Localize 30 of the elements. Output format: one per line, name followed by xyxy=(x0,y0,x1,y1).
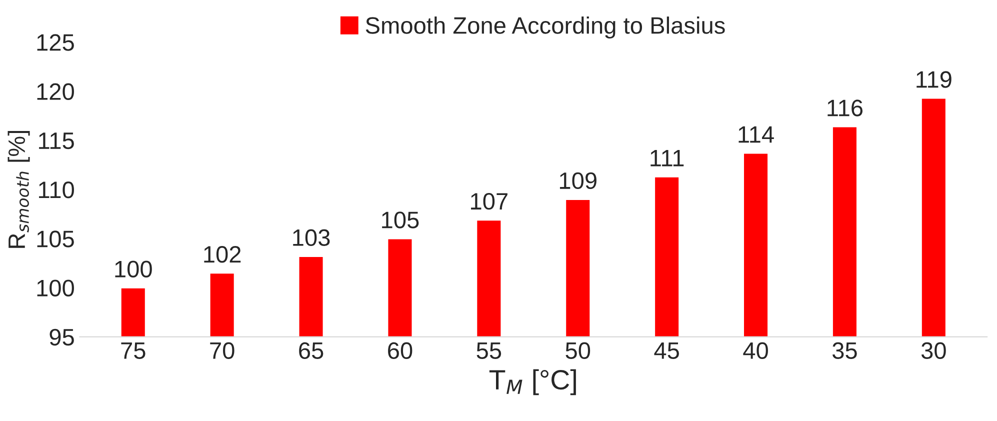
y-tick-label: 110 xyxy=(39,182,74,198)
x-tick-label: 50 xyxy=(566,342,590,360)
y-tick-label: 105 xyxy=(37,230,74,248)
data-label: 105 xyxy=(382,212,419,228)
x-tick-label: 30 xyxy=(921,342,946,360)
x-tick-label: 35 xyxy=(832,342,857,360)
x-tick-label: 65 xyxy=(299,342,324,360)
data-label: 114 xyxy=(738,126,774,143)
y-axis-title: R$_{smooth}$ [%] xyxy=(8,130,30,248)
data-label: 107 xyxy=(471,192,508,210)
x-tick-label: 45 xyxy=(654,342,679,360)
y-tick-label: 125 xyxy=(37,34,74,51)
data-label: 116 xyxy=(828,100,863,116)
x-tick-label: 70 xyxy=(210,342,234,360)
x-tick-label: 60 xyxy=(388,342,412,360)
data-label: 111 xyxy=(650,150,684,166)
x-tick-label: 40 xyxy=(743,342,768,360)
y-tick-label: 95 xyxy=(50,328,74,346)
x-tick-label: 75 xyxy=(121,342,146,360)
data-label: 102 xyxy=(204,246,241,263)
data-label: 109 xyxy=(560,172,596,190)
x-axis-title: T$_{M}$ [°C] xyxy=(489,369,576,396)
legend-label: Smooth Zone According to Blasius xyxy=(366,16,725,39)
y-tick-label: 115 xyxy=(39,132,74,150)
y-tick-label: 100 xyxy=(37,280,74,296)
data-label: 119 xyxy=(916,71,952,88)
x-tick-label: 55 xyxy=(476,342,502,360)
data-label: 100 xyxy=(115,260,152,278)
data-label: 103 xyxy=(293,229,330,246)
y-tick-label: 120 xyxy=(37,83,74,100)
